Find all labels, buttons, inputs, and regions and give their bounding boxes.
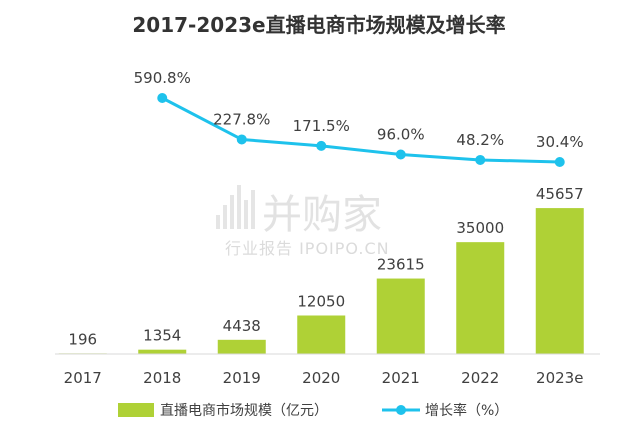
legend-bar-label: 直播电商市场规模（亿元）	[160, 402, 328, 419]
growth-point	[157, 93, 168, 103]
chart-title: 2017-2023e直播电商市场规模及增长率	[132, 13, 505, 37]
growth-label: 590.8%	[134, 69, 191, 87]
x-tick-label: 2017	[64, 369, 102, 387]
legend-line-marker	[396, 405, 406, 415]
legend-bar-swatch	[118, 403, 154, 417]
bar-value-label: 23615	[377, 256, 425, 274]
growth-label: 227.8%	[213, 110, 270, 128]
bar-value-label: 45657	[536, 185, 584, 203]
bar-series: 196 1354 4438 12050 23615 35000 45657	[58, 185, 584, 354]
legend-line-label: 增长率（%）	[425, 402, 508, 419]
x-tick-label: 2020	[302, 369, 340, 387]
x-tick-label: 2021	[382, 369, 420, 387]
bar	[217, 339, 266, 354]
bar-value-label: 35000	[456, 219, 504, 237]
growth-label: 171.5%	[293, 117, 350, 135]
growth-label: 48.2%	[456, 131, 504, 149]
line-series: 590.8% 227.8% 171.5% 96.0% 48.2% 30.4%	[134, 69, 584, 167]
x-axis: 2017 2018 2019 2020 2021 2022 2023e	[64, 369, 584, 387]
bar-value-label: 4438	[223, 317, 261, 335]
growth-point	[395, 149, 406, 160]
growth-point	[236, 134, 247, 145]
watermark: 并购家 行业报告 IPOIPO.CN	[216, 185, 390, 258]
growth-label: 30.4%	[536, 133, 584, 151]
x-tick-label: 2022	[461, 369, 499, 387]
bar	[376, 278, 425, 354]
growth-line	[161, 96, 560, 164]
bar-value-label: 196	[68, 330, 97, 348]
bar-value-label: 12050	[297, 292, 345, 310]
bar	[456, 242, 505, 354]
bar	[138, 349, 187, 354]
watermark-logo-icon	[216, 185, 255, 229]
growth-point	[554, 157, 565, 167]
growth-point	[316, 140, 327, 151]
legend: 直播电商市场规模（亿元） 增长率（%）	[118, 402, 508, 419]
watermark-sub: 行业报告 IPOIPO.CN	[225, 239, 390, 258]
x-tick-label: 2018	[143, 369, 181, 387]
bar	[535, 208, 584, 354]
growth-point	[475, 154, 486, 165]
watermark-brand: 并购家	[262, 192, 382, 238]
x-tick-label: 2023e	[536, 369, 583, 387]
bar	[297, 315, 346, 354]
growth-label: 96.0%	[377, 126, 425, 144]
bar-value-label: 1354	[143, 327, 181, 345]
x-tick-label: 2019	[223, 369, 261, 387]
